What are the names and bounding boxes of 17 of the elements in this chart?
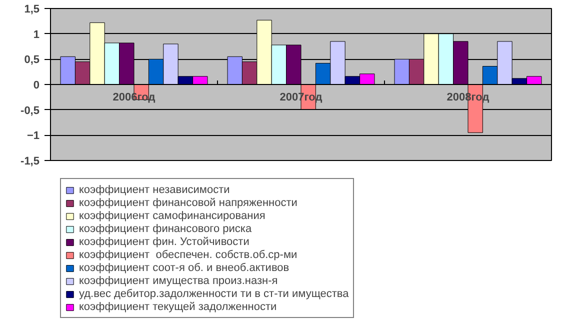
y-tick-label: -1,5 [20, 156, 40, 168]
legend-label: коэффициент фин. Устойчивости [79, 235, 250, 248]
y-tick-label: −1 [26, 130, 40, 142]
y-tick-label: 0 [33, 80, 40, 92]
y-tick-label: 0,5 [24, 54, 40, 66]
legend-label: коэффициент самофинансирования [79, 209, 266, 222]
legend-label: коэффициент соот-я об. и внеоб.активов [79, 261, 290, 274]
legend-label: коэффициент имущества произ.назн-я [79, 274, 278, 287]
legend-label: коэффициент финансовой напряженности [79, 196, 298, 209]
legend-label: коэффициент независимости [79, 183, 230, 196]
legend-label: уд.вес дебитор.задолженности ти в ст-ти имущества [79, 287, 349, 300]
y-tick-label: 1 [33, 28, 40, 41]
legend-label: коэффициент текущей задолженности [79, 300, 277, 313]
y-tick-label: -0,5 [20, 104, 40, 117]
legend-label: коэффициент обеспечен. собств.об.ср-ми [79, 248, 298, 261]
legend-label: коэффициент финансового риска [79, 222, 252, 235]
y-tick-label: 1,5 [24, 4, 40, 16]
